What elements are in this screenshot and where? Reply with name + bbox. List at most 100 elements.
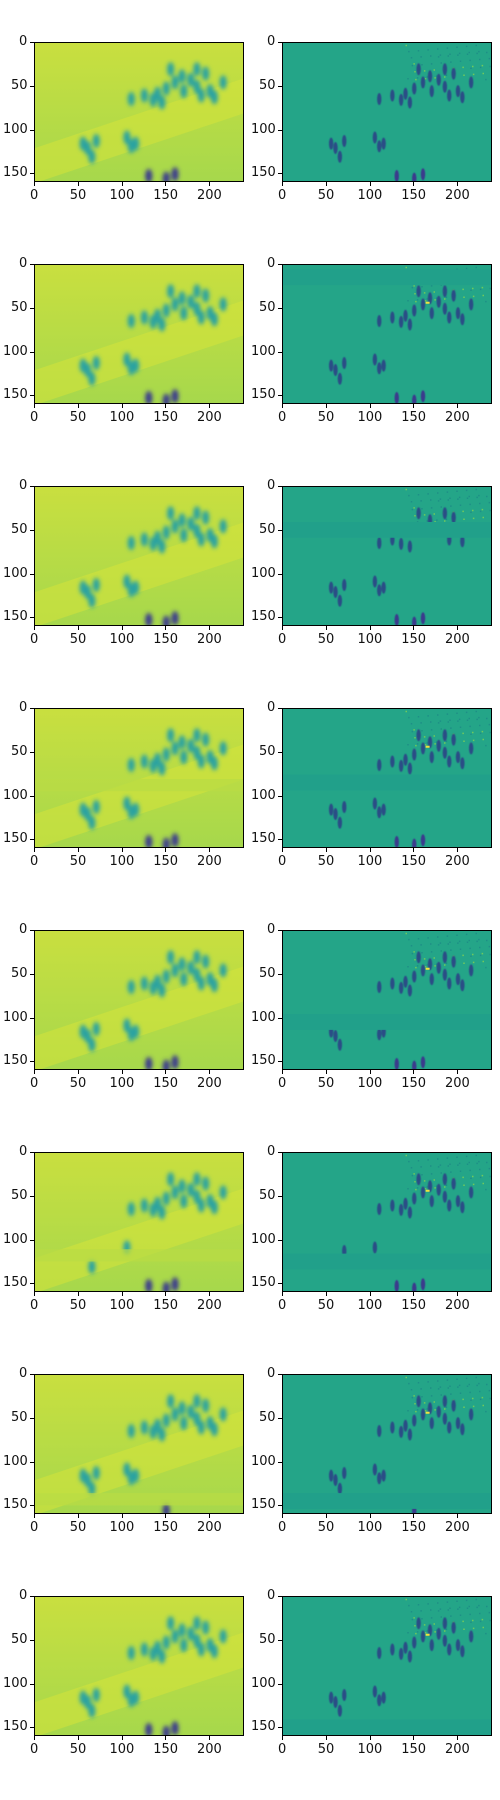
- x-tick-label: 200: [445, 854, 470, 869]
- person-blob: [132, 802, 140, 817]
- texture-noise: [466, 53, 469, 55]
- texture-noise: [423, 514, 426, 516]
- person-blob: [390, 1643, 395, 1656]
- y-tick-label: 100: [3, 1009, 28, 1025]
- texture-noise: [414, 1181, 416, 1183]
- person-blob: [420, 168, 426, 181]
- person-blob: [390, 755, 395, 768]
- texture-noise: [437, 500, 440, 502]
- x-tick-label: 0: [30, 1298, 39, 1313]
- image-plot: [35, 1597, 243, 1735]
- texture-noise: [436, 1629, 438, 1631]
- y-tick: [278, 529, 282, 531]
- x-tick: [457, 1292, 458, 1296]
- texture-noise: [468, 939, 470, 942]
- texture-noise: [486, 1605, 488, 1608]
- x-tick: [282, 182, 283, 186]
- y-tick-label: 50: [259, 965, 276, 981]
- texture-noise: [416, 1187, 419, 1189]
- x-tick: [325, 1514, 327, 1518]
- x-tick: [413, 182, 415, 186]
- person-blob: [132, 580, 140, 595]
- person-blob: [83, 1029, 92, 1043]
- y-tick-label: 0: [267, 256, 276, 271]
- person-blob: [381, 803, 386, 816]
- people-layer: [79, 728, 227, 847]
- person-blob: [180, 528, 188, 543]
- texture-noise: [462, 288, 464, 291]
- texture-noise: [475, 44, 477, 47]
- wedge-highlight: [35, 966, 243, 1069]
- y-tick-label: 100: [251, 787, 276, 803]
- texture-noise: [478, 716, 480, 719]
- y-tick-label: 0: [19, 1144, 28, 1159]
- texture-noise: [486, 717, 488, 720]
- x-tick: [121, 626, 123, 630]
- texture-noise: [479, 724, 481, 727]
- person-blob: [167, 506, 175, 521]
- texture-noise: [407, 744, 409, 746]
- texture-noise: [405, 932, 407, 935]
- texture-noise: [476, 718, 478, 721]
- masked-band: [283, 1014, 491, 1030]
- x-tick-label: 150: [153, 1742, 179, 1757]
- x-tick-label: 100: [109, 1520, 135, 1535]
- texture-noise: [466, 941, 469, 943]
- person-blob: [342, 135, 347, 147]
- people-layer: [328, 285, 474, 403]
- x-tick-label: 200: [445, 1742, 470, 1757]
- texture-noise: [426, 298, 428, 300]
- texture-noise: [408, 1160, 410, 1163]
- wedge-highlight: [35, 300, 243, 403]
- texture-noise: [463, 74, 465, 76]
- texture-noise: [420, 722, 422, 724]
- person-blob: [171, 519, 179, 534]
- person-blob: [442, 285, 448, 298]
- person-blob: [381, 1469, 386, 1482]
- person-blob: [429, 1195, 434, 1208]
- highlight-speck: [425, 1633, 430, 1636]
- texture-noise: [465, 933, 468, 936]
- x-tick-label: 0: [278, 1742, 287, 1757]
- person-blob: [180, 84, 188, 99]
- texture-noise: [440, 728, 442, 730]
- difference-background: [283, 1153, 491, 1291]
- texture-noise: [475, 1154, 477, 1157]
- person-blob: [132, 1468, 140, 1483]
- texture-noise: [485, 78, 487, 81]
- texture-noise: [470, 1621, 472, 1623]
- texture-noise: [485, 1632, 487, 1635]
- person-blob: [83, 585, 92, 599]
- person-blob: [127, 1424, 135, 1438]
- texture-noise: [439, 498, 442, 500]
- texture-noise: [479, 1168, 481, 1171]
- person-blob: [442, 1617, 448, 1630]
- texture-noise: [405, 1154, 407, 1157]
- y-tick-label: 0: [19, 478, 28, 493]
- texture-noise: [434, 965, 436, 967]
- wedge-highlight: [35, 522, 243, 625]
- person-blob: [187, 294, 195, 309]
- x-tick-label: 50: [69, 1076, 87, 1091]
- x-tick-label: 200: [197, 1520, 222, 1535]
- person-blob: [328, 1691, 334, 1704]
- person-blob: [158, 1427, 166, 1442]
- people-layer: [79, 1394, 227, 1513]
- y-tick: [30, 708, 34, 709]
- texture-noise: [427, 937, 429, 939]
- person-blob: [202, 1398, 210, 1413]
- texture-noise: [457, 942, 459, 944]
- image-plot: [35, 931, 243, 1069]
- person-blob: [451, 511, 456, 524]
- texture-noise: [479, 288, 482, 291]
- person-blob: [202, 732, 210, 747]
- texture-noise: [456, 712, 458, 714]
- person-blob: [398, 537, 404, 550]
- texture-noise: [437, 492, 439, 494]
- people-layer: [328, 63, 474, 181]
- texture-noise: [456, 1600, 458, 1602]
- person-blob: [127, 980, 135, 994]
- masked-band: [283, 1493, 491, 1509]
- x-tick-label: 100: [357, 1520, 383, 1535]
